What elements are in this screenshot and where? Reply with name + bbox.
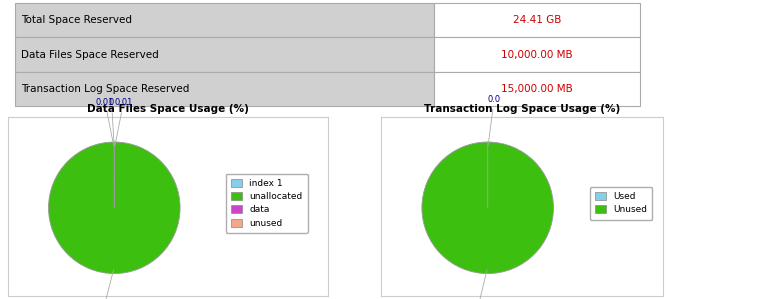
Text: Data Files Space Reserved: Data Files Space Reserved <box>21 50 159 60</box>
Wedge shape <box>422 142 553 274</box>
Text: Transaction Log Space Reserved: Transaction Log Space Reserved <box>21 84 190 94</box>
Title: Data Files Space Usage (%): Data Files Space Usage (%) <box>87 104 248 115</box>
Legend: Used, Unused: Used, Unused <box>590 187 652 220</box>
Text: 0.0: 0.0 <box>488 95 501 146</box>
Title: Transaction Log Space Usage (%): Transaction Log Space Usage (%) <box>424 104 620 115</box>
Bar <box>15 71 434 106</box>
Text: 0.01: 0.01 <box>96 98 114 146</box>
Bar <box>15 3 434 37</box>
Text: 0: 0 <box>109 98 114 146</box>
Legend: index 1, unallocated, data, unused: index 1, unallocated, data, unused <box>226 173 308 233</box>
Bar <box>434 71 640 106</box>
Text: 100.0: 100.0 <box>464 270 488 299</box>
Text: 99.98: 99.98 <box>91 270 114 299</box>
Text: 24.41 GB: 24.41 GB <box>513 16 562 25</box>
Bar <box>434 37 640 71</box>
Bar <box>15 37 434 71</box>
Text: 15,000.00 MB: 15,000.00 MB <box>501 84 573 94</box>
Text: 10,000.00 MB: 10,000.00 MB <box>501 50 573 60</box>
Bar <box>434 3 640 37</box>
Text: 0.01: 0.01 <box>114 98 133 146</box>
Text: Total Space Reserved: Total Space Reserved <box>21 16 133 25</box>
Wedge shape <box>49 142 180 274</box>
